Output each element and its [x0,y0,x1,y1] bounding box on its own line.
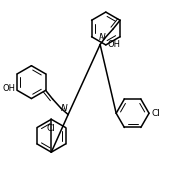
Text: ...: ... [62,105,67,110]
Text: ...: ... [99,34,104,39]
Text: OH: OH [107,41,121,49]
Text: OH: OH [3,84,15,93]
Text: N: N [99,33,105,42]
Text: Cl: Cl [47,124,56,133]
Text: N: N [61,104,68,113]
Text: Cl: Cl [151,109,160,118]
